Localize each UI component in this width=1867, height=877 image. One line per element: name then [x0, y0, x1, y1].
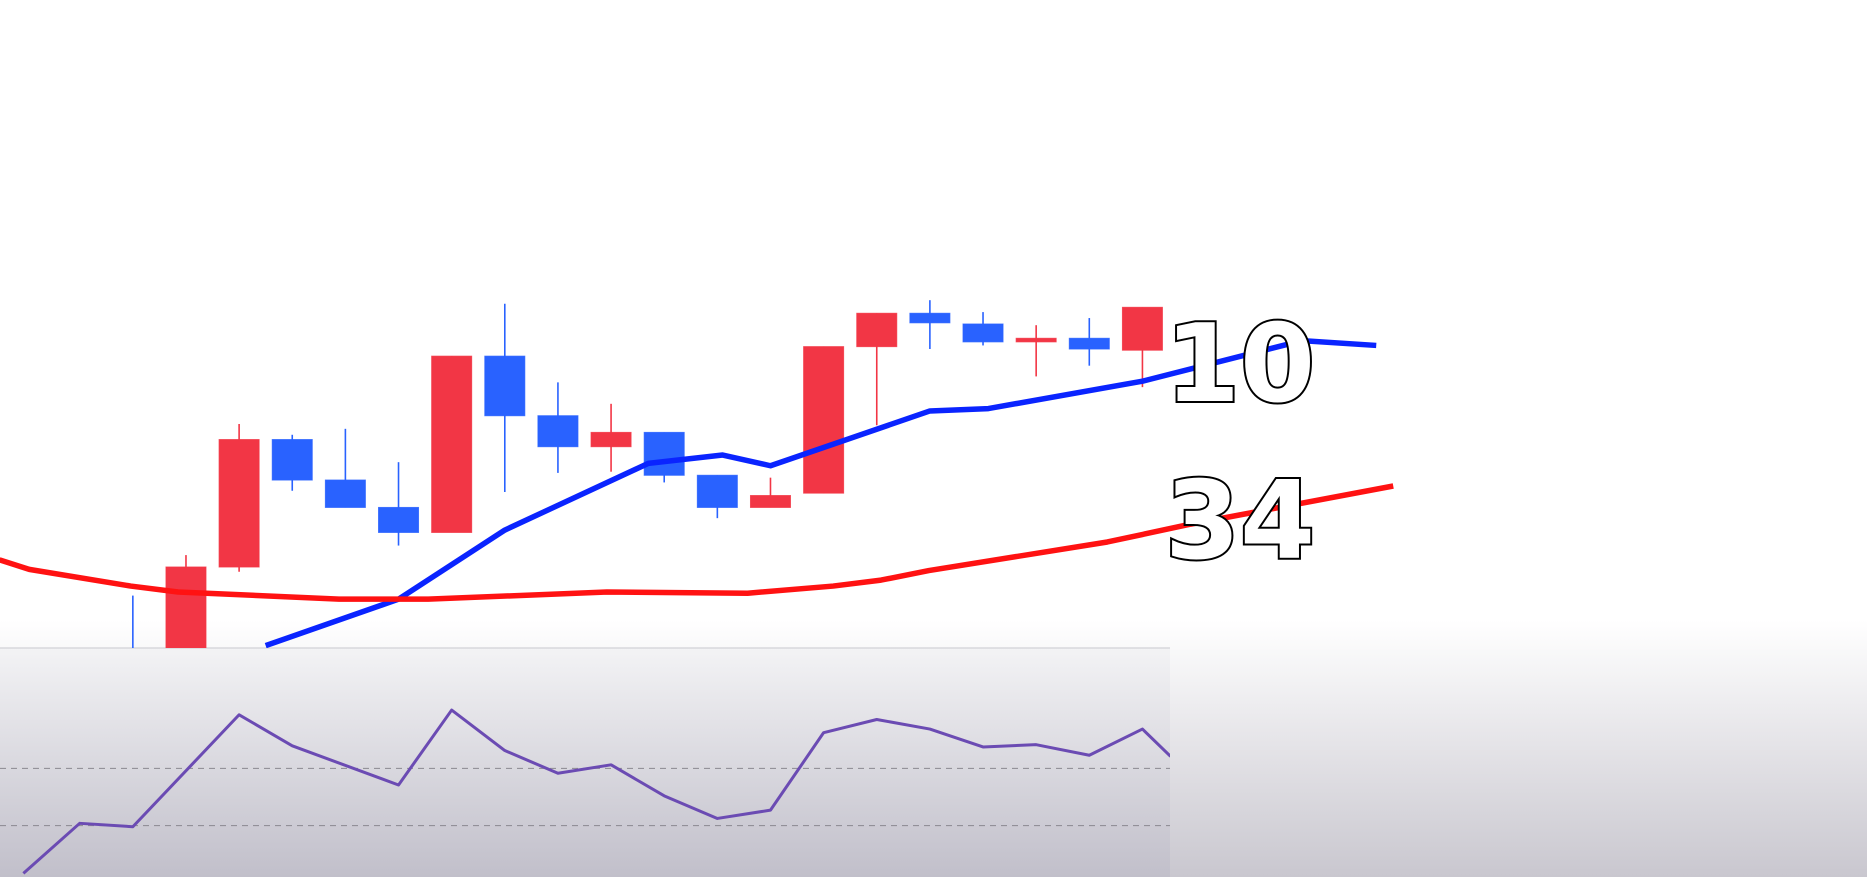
candle-body — [484, 355, 526, 417]
candle-body — [1121, 306, 1163, 351]
candle-body — [962, 323, 1004, 343]
candle-body — [378, 506, 420, 533]
candle-body — [590, 431, 632, 448]
price-pane — [0, 300, 1394, 648]
rsi-pane — [0, 708, 1170, 875]
candle-body — [1068, 337, 1110, 350]
ma-label: 34 — [1165, 459, 1315, 584]
candle-body — [218, 439, 260, 568]
candle-body — [749, 495, 791, 508]
ma-line — [264, 337, 1377, 648]
candle-body — [909, 312, 951, 324]
candle-body — [165, 566, 207, 648]
ma-line — [0, 483, 1394, 602]
rsi-line — [22, 708, 1170, 875]
ma-label: 10 — [1165, 302, 1315, 427]
candle-body — [271, 439, 313, 481]
candle-body — [537, 415, 579, 448]
candle-body — [1015, 337, 1057, 343]
candle-body — [643, 431, 685, 476]
candle-body — [696, 474, 738, 508]
candle-body — [324, 479, 366, 508]
rsi-panel — [0, 648, 1170, 877]
candle-body — [431, 355, 473, 533]
candle-body — [856, 312, 898, 348]
candle-body — [803, 346, 845, 494]
